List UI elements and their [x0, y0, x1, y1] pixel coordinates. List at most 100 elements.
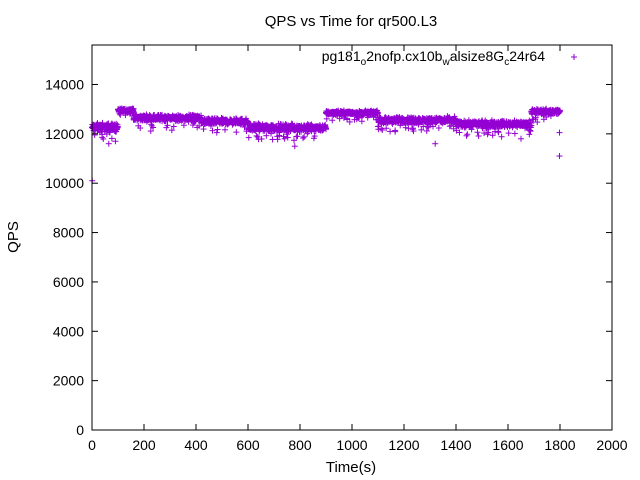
- y-axis-title: QPS: [5, 221, 22, 253]
- data-point: [532, 114, 539, 121]
- data-point: [526, 131, 533, 138]
- data-point: [180, 122, 187, 129]
- data-point: [323, 125, 329, 132]
- data-point: [481, 130, 488, 137]
- data-point: [147, 128, 154, 135]
- data-point: [534, 119, 541, 126]
- data-point: [150, 124, 157, 131]
- x-tick-label: 2000: [596, 437, 627, 453]
- x-tick-label: 0: [88, 437, 96, 453]
- data-point: [329, 117, 336, 124]
- data-point: [294, 133, 301, 140]
- data-point: [245, 134, 252, 141]
- data-point: [456, 129, 463, 136]
- data-point: [383, 125, 390, 132]
- x-tick-label: 600: [236, 437, 260, 453]
- data-point: [112, 138, 119, 145]
- x-tick-label: 800: [288, 437, 312, 453]
- data-point: [556, 153, 563, 160]
- y-tick-label: 10000: [45, 175, 84, 191]
- data-point: [429, 123, 436, 130]
- data-point: [209, 127, 216, 134]
- data-point: [214, 126, 221, 133]
- data-point: [410, 128, 417, 135]
- data-point: [168, 127, 175, 134]
- data-point: [221, 126, 228, 133]
- data-point: [346, 118, 353, 125]
- y-axis: 0 2000 4000 6000 8000 10000 12000 14000: [45, 76, 612, 438]
- data-point: [100, 135, 107, 142]
- data-point: [291, 137, 298, 144]
- legend-label: pg181o2nofp.cx10bwalsize8Gc24r64: [322, 48, 546, 68]
- data-point: [253, 132, 260, 139]
- data-point: [164, 122, 171, 129]
- data-point: [378, 125, 385, 132]
- data-point: [528, 120, 535, 127]
- data-point: [495, 129, 502, 136]
- data-point: [485, 129, 492, 136]
- data-point: [505, 130, 512, 137]
- data-point: [453, 127, 460, 134]
- data-point: [233, 129, 240, 136]
- y-tick-label: 6000: [53, 274, 84, 290]
- x-tick-label: 1800: [544, 437, 575, 453]
- data-point: [284, 134, 291, 141]
- legend-marker-glyph: [571, 54, 577, 60]
- data-point: [379, 126, 386, 133]
- x-tick-label: 1200: [388, 437, 419, 453]
- data-point: [137, 125, 144, 132]
- data-point: [435, 124, 442, 131]
- x-tick-label: 1000: [336, 437, 367, 453]
- data-point: [556, 129, 563, 136]
- y-tick-label: 8000: [53, 225, 84, 241]
- x-tick-label: 1600: [492, 437, 523, 453]
- data-point: [114, 124, 121, 131]
- x-tick-label: 400: [184, 437, 208, 453]
- data-point: [475, 132, 482, 139]
- data-point: [474, 129, 481, 136]
- data-point: [511, 130, 518, 137]
- data-point: [418, 126, 425, 133]
- y-tick-label: 2000: [53, 373, 84, 389]
- data-point: [274, 136, 281, 143]
- x-axis-title: Time(s): [326, 459, 376, 476]
- data-point: [200, 126, 207, 133]
- data-point: [463, 132, 470, 139]
- data-point: [518, 135, 524, 142]
- data-point: [425, 124, 432, 131]
- x-axis: 0 200 400 600 800 1000 1200 1400 1600 1800 2000: [88, 45, 628, 453]
- y-tick-label: 14000: [45, 76, 84, 92]
- data-point: [468, 126, 475, 133]
- data-point: [263, 132, 270, 139]
- y-tick-label: 4000: [53, 323, 84, 339]
- data-point: [170, 123, 177, 130]
- chart-title: QPS vs Time for qr500.L3: [265, 13, 438, 30]
- data-point: [374, 110, 381, 117]
- x-tick-label: 1400: [440, 437, 471, 453]
- data-point: [392, 127, 399, 134]
- data-point: [387, 128, 394, 135]
- data-points: [89, 105, 563, 184]
- data-point: [108, 135, 115, 142]
- data-point: [291, 143, 298, 150]
- x-tick-label: 200: [132, 437, 156, 453]
- data-point: [281, 135, 288, 142]
- data-point: [344, 115, 351, 122]
- data-point: [301, 133, 308, 140]
- y-tick-label: 0: [76, 422, 84, 438]
- data-point: [311, 133, 318, 140]
- data-point: [498, 133, 505, 140]
- data-point: [402, 124, 409, 131]
- data-point: [432, 140, 439, 147]
- plot-frame: [91, 44, 613, 431]
- data-point: [269, 136, 276, 143]
- data-point: [258, 135, 265, 142]
- data-point: [464, 131, 471, 138]
- legend-marker: [571, 54, 577, 60]
- data-point: [299, 135, 306, 142]
- legend: pg181o2nofp.cx10bwalsize8Gc24r64: [322, 48, 577, 68]
- data-point: [489, 132, 496, 139]
- data-point: [105, 140, 112, 147]
- y-tick-label: 12000: [45, 126, 84, 142]
